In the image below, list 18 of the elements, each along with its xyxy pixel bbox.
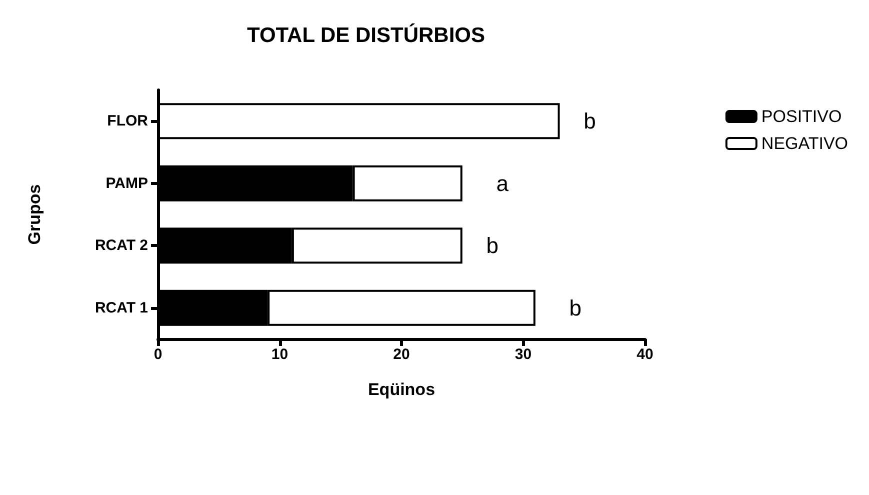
x-tick-label: 30 bbox=[514, 346, 532, 363]
y-tick-label: PAMP bbox=[106, 174, 148, 192]
y-axis-title: Grupos bbox=[25, 184, 44, 245]
x-tick-label: 40 bbox=[636, 346, 654, 363]
annotation: b bbox=[486, 233, 498, 258]
annotation: a bbox=[496, 170, 510, 196]
y-tick-label: FLOR bbox=[107, 112, 148, 130]
x-axis-title: Eqüinos bbox=[368, 380, 436, 399]
annotation: b bbox=[584, 108, 596, 134]
legend-label: POSITIVO bbox=[761, 107, 842, 126]
x-tick-label: 20 bbox=[393, 346, 410, 363]
annotation: b bbox=[569, 295, 582, 320]
chart-title: TOTAL DE DISTÚRBIOS bbox=[246, 23, 486, 47]
x-tick-label: 0 bbox=[154, 346, 162, 363]
y-tick-label: RCAT 1 bbox=[94, 299, 148, 316]
x-tick-label: 10 bbox=[271, 346, 288, 363]
y-tick-label: RCAT 2 bbox=[94, 237, 148, 254]
legend-label: NEGATIVO bbox=[761, 134, 848, 153]
